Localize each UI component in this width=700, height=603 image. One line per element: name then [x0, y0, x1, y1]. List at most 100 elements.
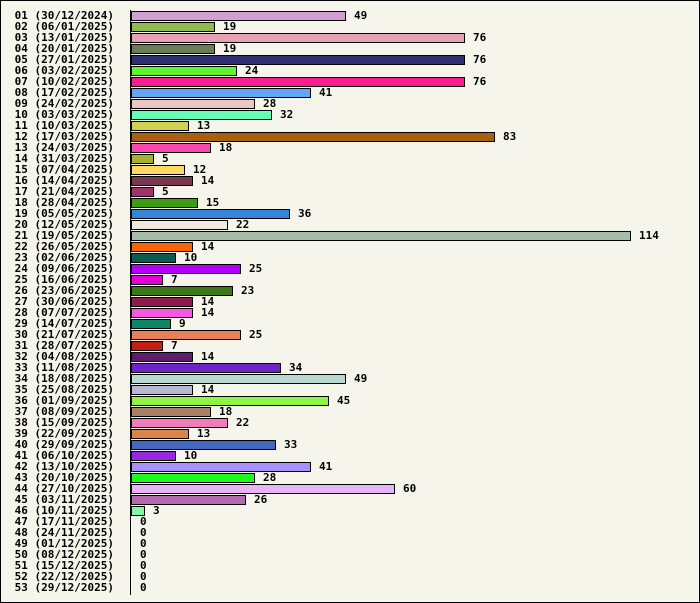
category-label: 30 (21/07/2025): [14, 328, 114, 341]
value-label: 76: [473, 53, 487, 66]
bar: [131, 330, 241, 340]
category-label: 48 (24/11/2025): [14, 526, 114, 539]
value-label: 12: [193, 163, 207, 176]
bar: [131, 484, 395, 494]
bar: [131, 286, 233, 296]
bar: [131, 33, 465, 43]
category-label: 12 (17/03/2025): [14, 130, 114, 143]
value-label: 18: [219, 405, 233, 418]
bar: [131, 121, 189, 131]
category-label: 31 (28/07/2025): [14, 339, 114, 352]
value-label: 41: [319, 460, 333, 473]
category-label: 06 (03/02/2025): [14, 64, 114, 77]
bar: [131, 22, 215, 32]
value-label: 7: [171, 339, 178, 352]
bar: [131, 319, 171, 329]
value-label: 0: [140, 581, 147, 594]
category-label: 14 (31/03/2025): [14, 152, 114, 165]
value-label: 14: [201, 306, 215, 319]
bar: [131, 88, 311, 98]
category-label: 45 (03/11/2025): [14, 493, 114, 506]
category-label: 19 (05/05/2025): [14, 207, 114, 220]
bar: [131, 154, 154, 164]
value-label: 25: [249, 262, 263, 275]
value-label: 36: [298, 207, 312, 220]
bar: [131, 462, 311, 472]
category-label: 11 (10/03/2025): [14, 119, 114, 132]
category-label: 08 (17/02/2025): [14, 86, 114, 99]
bar: [131, 143, 211, 153]
value-label: 49: [354, 9, 368, 22]
category-label: 20 (12/05/2025): [14, 218, 114, 231]
category-label: 34 (18/08/2025): [14, 372, 114, 385]
category-label: 37 (08/09/2025): [14, 405, 114, 418]
bar: [131, 275, 163, 285]
category-label: 10 (03/03/2025): [14, 108, 114, 121]
value-label: 14: [201, 350, 215, 363]
category-label: 28 (07/07/2025): [14, 306, 114, 319]
bar: [131, 473, 255, 483]
bar: [131, 495, 246, 505]
value-label: 22: [236, 218, 250, 231]
value-label: 49: [354, 372, 368, 385]
bar: [131, 264, 241, 274]
bar: [131, 176, 193, 186]
category-label: 13 (24/03/2025): [14, 141, 114, 154]
value-label: 28: [263, 471, 277, 484]
bar: [131, 77, 465, 87]
bar: [131, 385, 193, 395]
value-label: 10: [184, 251, 198, 264]
category-label: 16 (14/04/2025): [14, 174, 114, 187]
category-label: 53 (29/12/2025): [14, 581, 114, 594]
category-label: 25 (16/06/2025): [14, 273, 114, 286]
category-label: 23 (02/06/2025): [14, 251, 114, 264]
value-label: 13: [197, 427, 211, 440]
bar: [131, 352, 193, 362]
bar: [131, 220, 228, 230]
category-label: 26 (23/06/2025): [14, 284, 114, 297]
category-label: 52 (22/12/2025): [14, 570, 114, 583]
category-label: 36 (01/09/2025): [14, 394, 114, 407]
bar: [131, 66, 237, 76]
bar: [131, 418, 228, 428]
bar: [131, 198, 198, 208]
category-label: 02 (06/01/2025): [14, 20, 114, 33]
category-label: 49 (01/12/2025): [14, 537, 114, 550]
value-label: 41: [319, 86, 333, 99]
bar: [131, 55, 465, 65]
bar: [131, 407, 211, 417]
category-label: 29 (14/07/2025): [14, 317, 114, 330]
category-label: 21 (19/05/2025): [14, 229, 114, 242]
value-label: 0: [140, 570, 147, 583]
value-label: 45: [337, 394, 351, 407]
category-label: 15 (07/04/2025): [14, 163, 114, 176]
bar: [131, 99, 255, 109]
value-label: 114: [639, 229, 659, 242]
bar: [131, 297, 193, 307]
bar: [131, 363, 281, 373]
bar: [131, 308, 193, 318]
bar: [131, 110, 272, 120]
y-axis-line: [130, 10, 131, 595]
value-label: 23: [241, 284, 255, 297]
category-label: 46 (10/11/2025): [14, 504, 114, 517]
category-label: 04 (20/01/2025): [14, 42, 114, 55]
category-label: 07 (10/02/2025): [14, 75, 114, 88]
value-label: 24: [245, 64, 259, 77]
bar: [131, 429, 189, 439]
bar: [131, 440, 276, 450]
bar: [131, 374, 346, 384]
category-label: 39 (22/09/2025): [14, 427, 114, 440]
value-label: 0: [140, 559, 147, 572]
value-label: 19: [223, 42, 237, 55]
bar: [131, 451, 176, 461]
category-label: 32 (04/08/2025): [14, 350, 114, 363]
value-label: 25: [249, 328, 263, 341]
category-label: 38 (15/09/2025): [14, 416, 114, 429]
value-label: 5: [162, 152, 169, 165]
category-label: 22 (26/05/2025): [14, 240, 114, 253]
value-label: 18: [219, 141, 233, 154]
value-label: 19: [223, 20, 237, 33]
value-label: 34: [289, 361, 303, 374]
category-label: 51 (15/12/2025): [14, 559, 114, 572]
